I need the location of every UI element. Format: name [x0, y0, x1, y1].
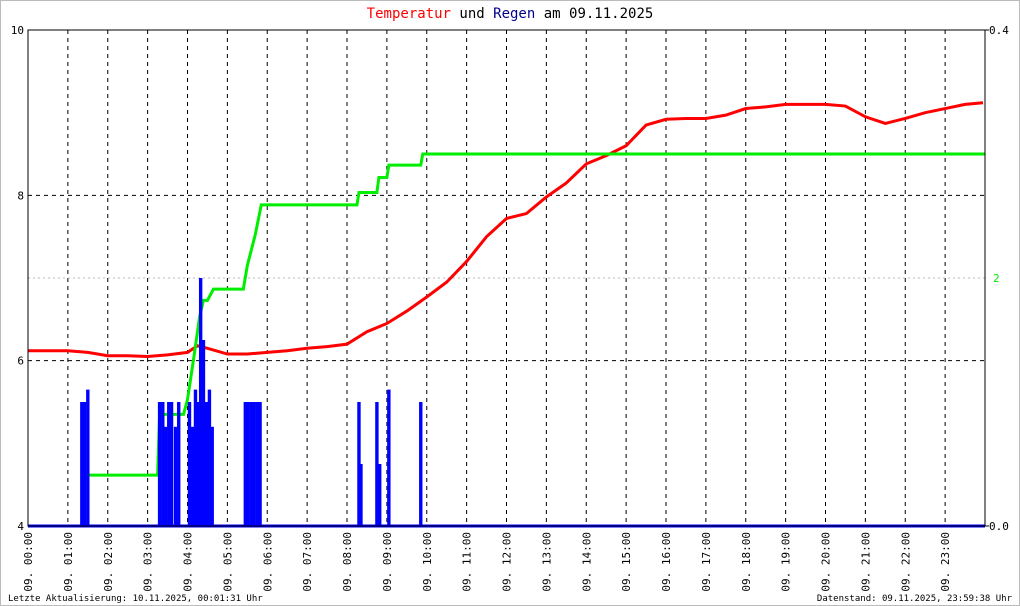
y-tick-label: 10	[11, 24, 24, 37]
bar	[249, 402, 253, 526]
bar	[173, 426, 178, 526]
title-part: und	[459, 6, 484, 22]
plot-frame	[27, 29, 986, 527]
x-tick-label: 09. 00:00	[22, 532, 35, 592]
title-part: am 09.11.2025	[544, 6, 654, 22]
y-tick-label: 4	[17, 520, 24, 533]
bar	[252, 402, 256, 526]
bar	[196, 402, 201, 526]
bar	[169, 402, 174, 526]
data-line	[28, 101, 984, 359]
x-tick-label: 09. 15:00	[620, 532, 633, 592]
bar	[201, 340, 206, 526]
x-tick-label: 09. 11:00	[461, 532, 474, 592]
x-tick-label: 09. 07:00	[301, 532, 314, 592]
bar	[198, 278, 203, 526]
x-tick-label: 09. 02:00	[102, 532, 115, 592]
x-tick-label: 09. 01:00	[62, 532, 75, 592]
bar	[190, 426, 194, 526]
bar	[357, 402, 361, 526]
y2-tick-label: 0.4	[989, 24, 1009, 37]
bar	[193, 389, 198, 526]
bar	[243, 402, 248, 526]
x-tick-label: 09. 05:00	[221, 532, 234, 592]
footer-left: Letzte Aktualisierung: 10.11.2025, 00:01…	[8, 594, 263, 604]
x-tick-label: 09. 09:00	[381, 532, 394, 592]
bar	[177, 402, 181, 526]
y-tick-label: 6	[17, 355, 24, 368]
x-tick-label: 09. 17:00	[700, 532, 713, 592]
y3-tick-label: 2	[993, 272, 1000, 285]
x-tick-label: 09. 22:00	[899, 532, 912, 592]
x-tick-label: 09. 04:00	[182, 532, 195, 592]
x-tick-label: 09. 12:00	[501, 532, 514, 592]
x-tick-label: 09. 19:00	[780, 532, 793, 592]
x-tick-label: 09. 18:00	[740, 532, 753, 592]
x-tick-label: 09. 06:00	[261, 532, 274, 592]
bar	[246, 402, 250, 526]
bar	[80, 402, 84, 526]
bar	[187, 402, 192, 526]
bar	[255, 402, 259, 526]
chart-title: Temperatur und Regen am 09.11.2025	[367, 6, 654, 22]
bar	[210, 426, 214, 526]
y2-tick-label: 0.0	[989, 520, 1009, 533]
footer-right: Datenstand: 09.11.2025, 23:59:38 Uhr	[817, 594, 1013, 604]
y-tick-label: 8	[17, 189, 24, 202]
x-tick-label: 09. 16:00	[660, 532, 673, 592]
bar	[161, 402, 165, 526]
bar	[204, 402, 209, 526]
bar	[167, 402, 171, 526]
bar	[419, 402, 423, 526]
x-tick-label: 09. 08:00	[341, 532, 354, 592]
x-tick-label: 09. 13:00	[540, 532, 553, 592]
x-tick-label: 09. 21:00	[859, 532, 872, 592]
bar	[207, 389, 212, 526]
x-tick-label: 09. 23:00	[939, 532, 952, 592]
bar	[375, 402, 379, 526]
bar	[387, 389, 391, 526]
x-tick-label: 09. 14:00	[580, 532, 593, 592]
bar	[359, 464, 363, 526]
bar	[86, 389, 90, 526]
bar	[377, 464, 382, 526]
data-line	[85, 152, 985, 477]
title-part: Temperatur	[367, 6, 451, 22]
bar	[157, 402, 162, 526]
x-tick-label: 09. 10:00	[421, 532, 434, 592]
x-tick-label: 09. 20:00	[820, 532, 833, 592]
bar	[82, 402, 87, 526]
bar	[163, 426, 168, 526]
bar	[258, 402, 262, 526]
x-tick-label: 09. 03:00	[142, 532, 155, 592]
title-part: Regen	[493, 6, 535, 22]
